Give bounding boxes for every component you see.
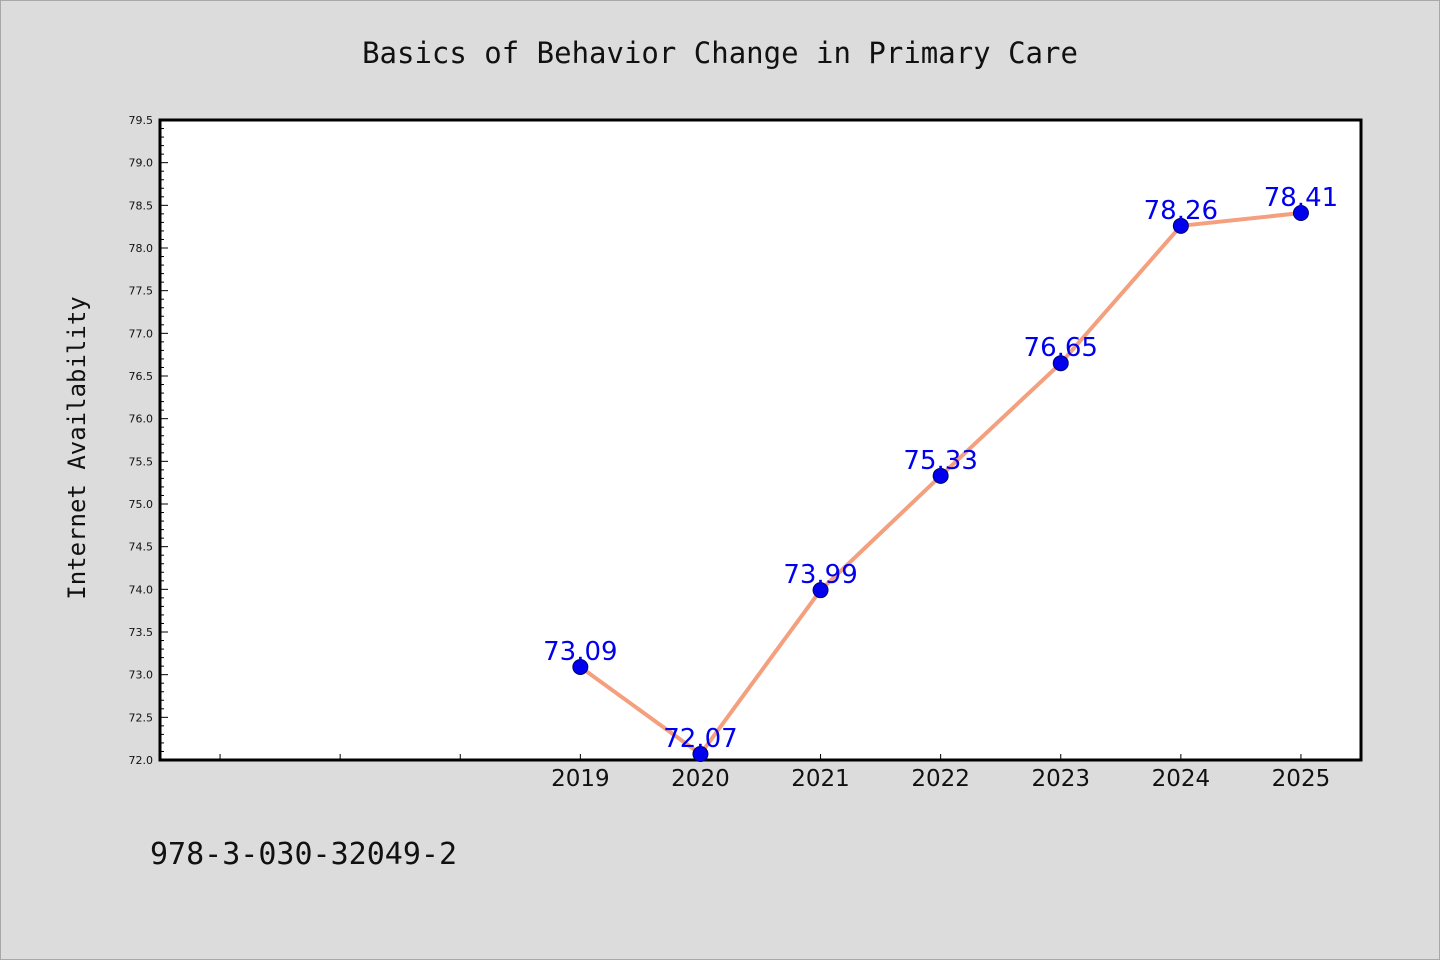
x-tick-label: 2020 bbox=[671, 766, 730, 792]
y-axis-label: Internet Availability bbox=[63, 296, 91, 599]
y-tick-label: 75.0 bbox=[129, 498, 154, 511]
data-point bbox=[1172, 217, 1189, 234]
data-point bbox=[572, 658, 589, 675]
data-point bbox=[1292, 205, 1309, 222]
y-tick-label: 77.0 bbox=[129, 327, 154, 340]
y-tick-label: 73.5 bbox=[129, 626, 154, 639]
data-point bbox=[932, 467, 949, 484]
data-label: 76.65 bbox=[1024, 333, 1098, 363]
x-tick-label: 2021 bbox=[791, 766, 850, 792]
x-tick-label: 2022 bbox=[911, 766, 970, 792]
y-axis: 72.0 72.5 73.0 73.5 74.0 74.5 75.0 75.5 76.0 76.5… bbox=[129, 114, 168, 767]
data-label: 73.09 bbox=[543, 637, 617, 667]
x-tick-label: 2025 bbox=[1272, 766, 1331, 792]
y-tick-label: 79.5 bbox=[129, 114, 154, 127]
y-tick-label: 72.0 bbox=[129, 754, 154, 767]
x-tick-label: 2024 bbox=[1152, 766, 1211, 792]
data-point bbox=[812, 582, 829, 599]
y-tick-label: 75.5 bbox=[129, 455, 154, 468]
y-tick-label: 73.0 bbox=[129, 669, 154, 682]
series-layer: 73.09 72.07 73.99 75.33 76.65 78.26 78.41 bbox=[543, 183, 1338, 763]
plot-area bbox=[158, 118, 1363, 762]
y-tick-label: 72.5 bbox=[129, 711, 154, 724]
y-tick-label: 76.0 bbox=[129, 413, 154, 426]
y-tick-label: 78.5 bbox=[129, 199, 154, 212]
chart-title: Basics of Behavior Change in Primary Car… bbox=[362, 36, 1078, 70]
y-tick-label: 74.5 bbox=[129, 541, 154, 554]
x-tick-label: 2023 bbox=[1031, 766, 1090, 792]
x-tick-label: 2019 bbox=[551, 766, 610, 792]
y-tick-label: 74.0 bbox=[129, 583, 154, 596]
data-label: 75.33 bbox=[903, 446, 977, 476]
data-label: 72.07 bbox=[663, 724, 737, 754]
data-point bbox=[1052, 355, 1069, 372]
data-label: 73.99 bbox=[783, 560, 857, 590]
data-label: 78.41 bbox=[1264, 183, 1338, 213]
y-tick-label: 77.5 bbox=[129, 285, 154, 298]
x-axis: 2019 2020 2021 2022 2023 2024 2025 bbox=[219, 754, 1331, 792]
data-point bbox=[692, 746, 709, 763]
isbn-footer: 978-3-030-32049-2 bbox=[150, 837, 457, 872]
y-tick-label: 79.0 bbox=[129, 157, 154, 170]
y-tick-label: 76.5 bbox=[129, 370, 154, 383]
y-tick-label: 78.0 bbox=[129, 242, 154, 255]
data-label: 78.26 bbox=[1144, 196, 1218, 226]
